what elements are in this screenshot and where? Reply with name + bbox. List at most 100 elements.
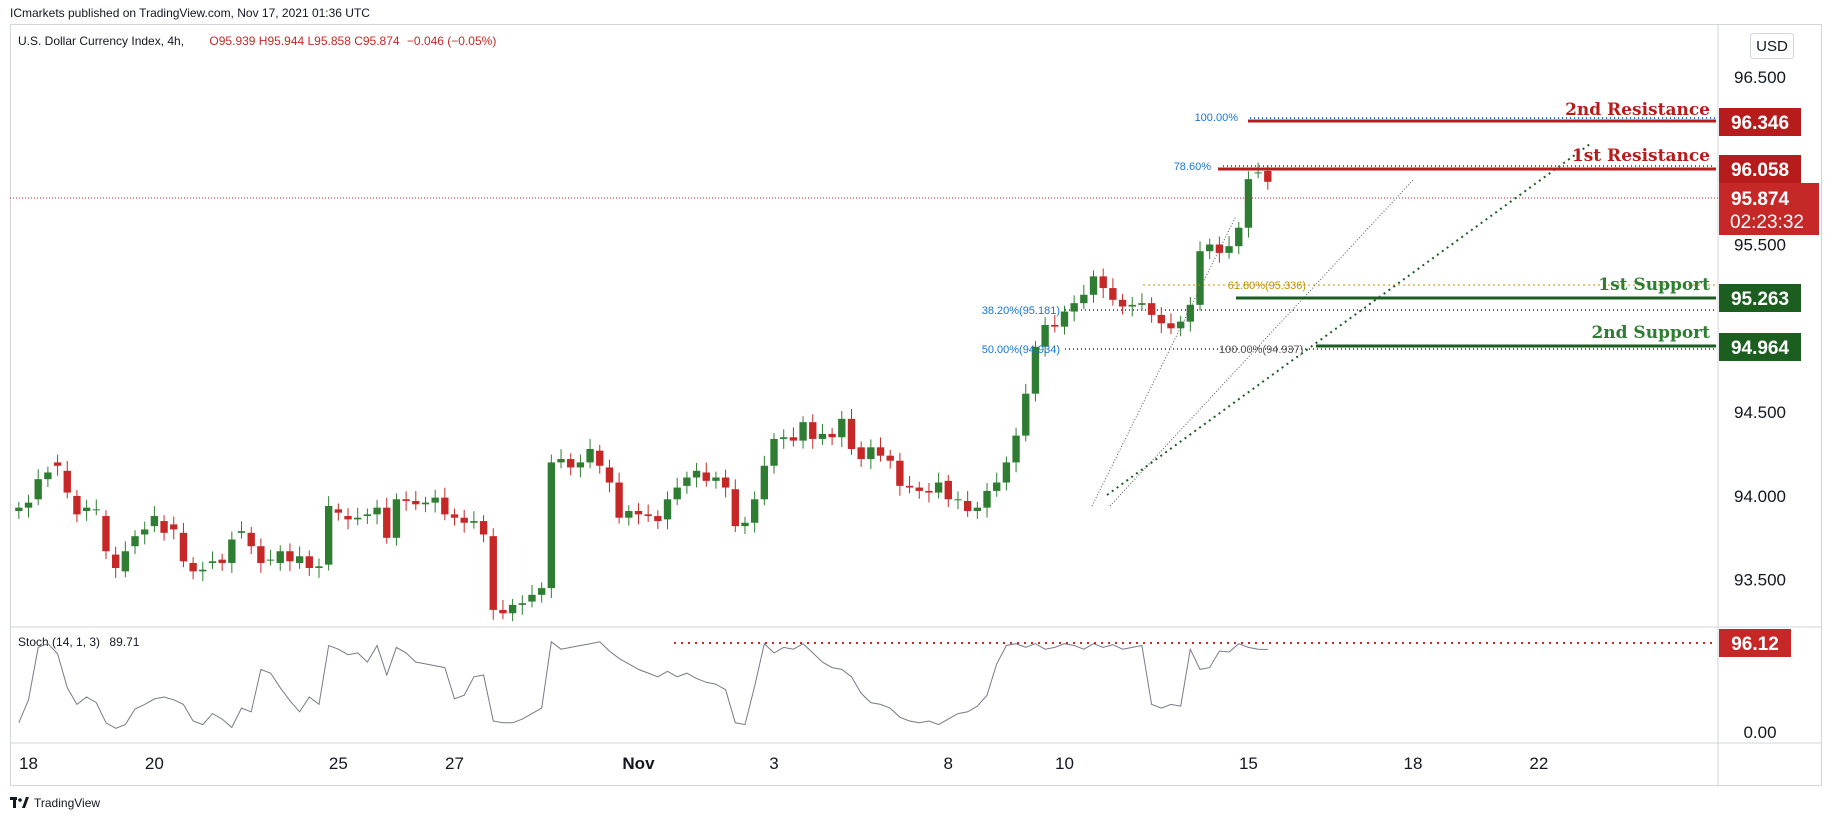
ohlc-values: O95.939 H95.944 L95.858 C95.874 xyxy=(209,34,400,48)
first-support-label: 1st Support xyxy=(1598,275,1710,295)
candle-bull xyxy=(1225,246,1233,253)
candle-bull xyxy=(983,490,991,508)
candle-bear xyxy=(247,532,255,547)
candle-bull xyxy=(121,551,130,572)
candle-bull xyxy=(993,482,1001,491)
time-tick-label: Nov xyxy=(622,754,655,773)
candle-bear xyxy=(596,450,604,466)
fib-382-label: 38.20%(95.181) xyxy=(982,305,1060,317)
candle-bull xyxy=(24,502,33,508)
candle-bull xyxy=(470,521,478,523)
candle-bull xyxy=(518,603,526,605)
currency-button[interactable]: USD xyxy=(1750,33,1794,59)
candle-bull xyxy=(1138,303,1146,305)
price-tick-label: 96.500 xyxy=(1734,68,1786,87)
time-tick-label: 25 xyxy=(329,754,348,773)
candle-bear xyxy=(1099,276,1107,289)
candle-bear xyxy=(963,500,972,512)
candle-bear xyxy=(915,487,923,491)
candle-bull xyxy=(557,459,565,463)
candle-bull xyxy=(838,418,846,438)
candle-bear xyxy=(876,447,885,456)
candle-bear xyxy=(305,556,313,569)
candle-bull xyxy=(692,470,701,478)
second-resistance-label: 2nd Resistance xyxy=(1565,100,1710,120)
fib-line xyxy=(1091,215,1237,507)
fib-100-label: 100.00% xyxy=(1195,112,1239,124)
candle-bear xyxy=(857,447,865,460)
candle-bull xyxy=(683,477,691,486)
candle-bear xyxy=(731,489,739,527)
first-resistance-tag xyxy=(1719,155,1801,183)
first-support-tag xyxy=(1719,284,1801,312)
candle-bull xyxy=(150,516,159,527)
candle-bear xyxy=(896,460,904,486)
candle-bear xyxy=(111,554,120,569)
candle-bull xyxy=(625,511,633,518)
candle-bull xyxy=(276,551,284,563)
candle-bull xyxy=(934,482,943,493)
candle-bull xyxy=(228,539,236,563)
candle-bull xyxy=(1128,304,1136,307)
candle-bear xyxy=(828,433,836,438)
publisher-info: ICmarkets published on TradingView.com, … xyxy=(10,6,370,20)
stoch-name: Stoch (14, 1, 3) xyxy=(18,635,101,649)
candle-bear xyxy=(925,490,933,493)
candle-bear xyxy=(789,437,798,441)
tradingview-logo[interactable]: TradingView xyxy=(10,796,100,810)
candle-bear xyxy=(809,422,817,439)
candle-bear xyxy=(1157,314,1165,324)
candle-bear xyxy=(286,551,294,562)
candle-bull xyxy=(760,465,769,500)
fib-100b-label: 100.00%(94.937) xyxy=(1219,344,1303,356)
candle-bear xyxy=(383,507,391,538)
candle-bull xyxy=(82,507,91,512)
trendline-support xyxy=(1106,143,1591,496)
candle-bull xyxy=(1022,393,1030,436)
candle-bull xyxy=(663,499,672,520)
candle-bull xyxy=(363,514,372,517)
candle-bear xyxy=(886,455,894,461)
candle-bear xyxy=(905,485,914,488)
time-tick-label: 18 xyxy=(1404,754,1423,773)
candle-bull xyxy=(421,502,430,505)
candle-bull xyxy=(673,487,681,500)
candle-bear xyxy=(189,562,197,572)
candle-bear xyxy=(179,532,188,562)
stoch-line xyxy=(18,640,1268,729)
time-tick-label: 20 xyxy=(145,754,164,773)
candle-bear xyxy=(1051,324,1059,327)
candle-bull xyxy=(780,437,788,439)
price-tick-label: 94.000 xyxy=(1734,487,1786,506)
current-price: 95.874 xyxy=(1731,189,1790,210)
logo-text: TradingView xyxy=(34,796,101,810)
candle-bear xyxy=(654,516,662,522)
candle-bear xyxy=(450,514,459,518)
candle-bear xyxy=(53,462,62,466)
candle-bear xyxy=(615,482,623,518)
candle-bull xyxy=(1002,462,1011,483)
candles xyxy=(15,162,1272,622)
candle-bull xyxy=(741,522,749,527)
time-ticks: 18 20 25 27 Nov 3 8 10 15 18 22 xyxy=(19,754,1548,773)
first-support-price: 95.263 xyxy=(1731,289,1789,310)
fib-786-label: 78.60% xyxy=(1174,161,1212,173)
candle-bull xyxy=(1176,321,1185,329)
price-tick-label: 93.500 xyxy=(1734,571,1786,590)
price-ticks: 96.500 95.500 94.500 94.000 93.500 xyxy=(1734,68,1786,590)
first-resistance-price: 96.058 xyxy=(1731,160,1789,181)
candle-bull xyxy=(431,497,439,503)
candle-bull xyxy=(354,517,362,520)
candle-bull xyxy=(295,556,304,563)
candle-bull xyxy=(15,507,23,512)
second-support-label: 2nd Support xyxy=(1591,323,1710,343)
candle-bull xyxy=(818,433,827,439)
candle-bull xyxy=(1206,244,1214,252)
candle-bull xyxy=(1080,294,1088,304)
first-resistance-label: 1st Resistance xyxy=(1572,146,1710,166)
candle-bear xyxy=(499,609,507,614)
candle-bull xyxy=(973,507,982,512)
candle-bear xyxy=(489,536,497,610)
candle-bull xyxy=(712,477,720,481)
